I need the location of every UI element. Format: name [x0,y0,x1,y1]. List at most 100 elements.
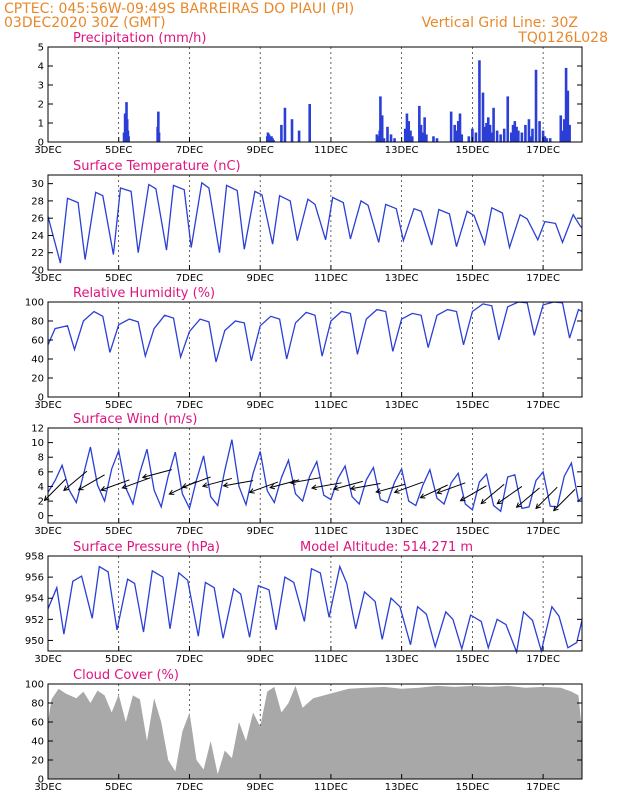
precip-bar [545,138,548,142]
precip-bar [529,136,533,142]
precip-bar [407,121,411,142]
precip-bar [511,124,515,142]
wind-vector-shaft [100,479,130,491]
precip-bar [517,130,520,142]
rh-xtick-label: 7DEC [176,400,203,411]
wind-vector [349,483,381,491]
pressure-xtick-label: 3DEC [34,654,61,665]
pressure-xtick-label: 5DEC [105,654,132,665]
cloud-xtick-label: 7DEC [176,782,203,793]
precip-bar [393,138,396,142]
wind-vector-shaft [223,480,254,487]
precip-bar [157,111,160,142]
precip-bar [506,96,510,142]
wind-vector [121,477,151,490]
wind-vector-shaft [420,484,448,499]
precip-bar [405,113,409,142]
precip-panel: 0 1 2 3 4 5 3DEC 5DEC 7DEC 9DEC 11DEC 13DEC 15DEC 17D… [34,31,583,156]
precip-bar [485,123,488,142]
wind-xtick-label: 5DEC [105,526,132,537]
wind-ytick-label: 4 [38,482,44,493]
wind-vector-shaft [516,487,540,508]
precip-xtick-label: 5DEC [105,145,132,156]
pressure-annotation: Model Altitude: 514.271 m [300,540,473,555]
wind-vector [181,476,211,489]
precip-bar [453,124,456,142]
wind-vector [552,489,576,512]
wind-vector-shaft [480,483,505,504]
wind-vector [436,482,466,495]
wind-series-line [47,439,583,513]
wind-vector-head [515,502,522,508]
wind-vector-head [480,498,487,505]
pressure-xtick-label: 17DEC [526,654,560,665]
wind-xtick-label: 7DEC [176,526,203,537]
precip-bar [515,126,518,142]
precip-bar [432,136,435,142]
wind-vector [375,483,406,494]
wind-vector [222,480,254,488]
precip-bar [410,136,414,142]
rh-xtick-label: 9DEC [246,400,273,411]
rh-ytick-label: 40 [31,355,44,366]
cloud-panel: 0 20 40 60 80 100 3DEC 5DEC 7DEC 9DEC 11DEC 13DEC 15… [25,668,583,793]
wind-ytick-label: 12 [31,424,44,435]
wind-vector-shaft [350,483,381,490]
pressure-ytick-label: 956 [25,573,44,584]
wind-vector-head [248,488,255,494]
wind-vector-head [459,496,466,502]
wind-vector [480,483,505,505]
wind-vector-head [349,485,356,491]
rh-ytick-label: 60 [31,336,44,347]
wind-vector-shaft [182,476,211,488]
wind-vector-shaft [553,489,576,511]
pressure-title: Surface Pressure (hPa) [73,540,220,555]
precip-bar [127,136,130,142]
precip-ytick-label: 4 [38,62,44,73]
precip-bar [541,130,545,142]
wind-xtick-label: 3DEC [34,526,61,537]
rh-ytick-label: 100 [25,298,44,309]
precip-bar [425,134,428,142]
precip-bar [418,105,421,142]
cloud-xtick-label: 17DEC [526,782,560,793]
precip-bar [492,107,495,142]
precip-bar [481,92,485,142]
precip-bar [460,134,464,142]
wind-xtick-label: 9DEC [246,526,273,537]
precip-bar [435,138,439,142]
precip-bar [499,134,502,142]
rh-xtick-label: 17DEC [526,400,560,411]
precip-frame [47,46,583,143]
wind-vector-shaft [78,474,105,491]
precip-xtick-label: 17DEC [526,145,560,156]
precip-bar [531,128,534,142]
cloud-xtick-label: 5DEC [105,782,132,793]
wind-vector-head [310,484,317,491]
precip-bar [471,128,474,142]
header-date: 03DEC2020 30Z (GMT) [4,15,166,31]
precip-bar [490,132,494,142]
wind-vector [310,482,342,491]
wind-vector-head [375,488,382,494]
temp-xtick-label: 17DEC [526,273,560,284]
wind-ytick-label: 8 [38,453,44,464]
wind-xtick-label: 13DEC [385,526,419,537]
wind-vector-head [121,483,128,490]
pressure-xtick-label: 15DEC [456,654,490,665]
rh-xtick-label: 15DEC [456,400,490,411]
temp-xtick-label: 5DEC [105,273,132,284]
precip-bar [488,124,492,142]
wind-vector [459,485,487,502]
cloud-area [48,685,582,779]
precip-bar [386,126,389,142]
precip-bar [458,113,462,142]
wind-vector-head [201,482,208,488]
precip-bar [486,117,490,142]
precip-bar [568,124,571,142]
temp-frame [47,174,583,271]
precip-bar [527,119,531,142]
temp-title: Surface Temperature (nC) [73,159,241,174]
precip-bar [538,121,541,142]
